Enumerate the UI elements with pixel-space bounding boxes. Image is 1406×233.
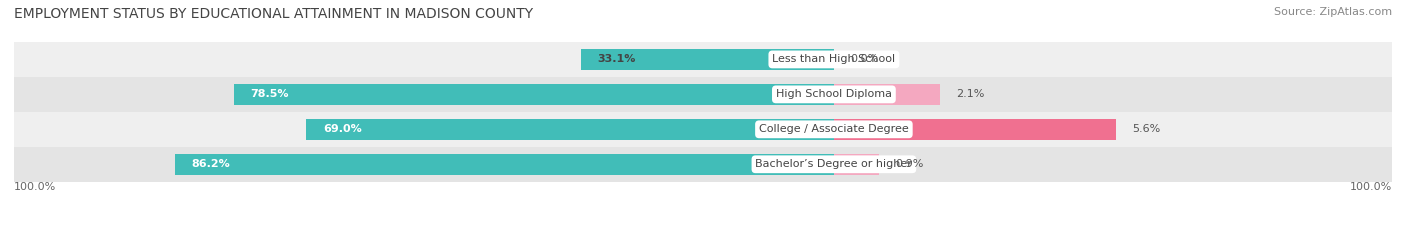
Text: 100.0%: 100.0%: [1350, 182, 1392, 192]
Bar: [307, 119, 834, 140]
Text: Source: ZipAtlas.com: Source: ZipAtlas.com: [1274, 7, 1392, 17]
Text: 2.1%: 2.1%: [956, 89, 984, 99]
Text: 5.6%: 5.6%: [1132, 124, 1160, 134]
Bar: [834, 84, 939, 105]
Text: 69.0%: 69.0%: [323, 124, 361, 134]
Bar: [174, 154, 834, 175]
Bar: [14, 147, 1392, 182]
Text: 100.0%: 100.0%: [14, 182, 56, 192]
Bar: [834, 154, 879, 175]
Text: EMPLOYMENT STATUS BY EDUCATIONAL ATTAINMENT IN MADISON COUNTY: EMPLOYMENT STATUS BY EDUCATIONAL ATTAINM…: [14, 7, 533, 21]
Text: 78.5%: 78.5%: [250, 89, 288, 99]
Bar: [14, 112, 1392, 147]
Text: Bachelor’s Degree or higher: Bachelor’s Degree or higher: [755, 159, 912, 169]
Text: Less than High School: Less than High School: [772, 55, 896, 64]
Text: 0.9%: 0.9%: [896, 159, 924, 169]
Bar: [14, 77, 1392, 112]
Bar: [233, 84, 834, 105]
Bar: [581, 49, 834, 70]
Bar: [14, 42, 1392, 77]
Text: High School Diploma: High School Diploma: [776, 89, 891, 99]
Bar: [834, 119, 1115, 140]
Text: 86.2%: 86.2%: [191, 159, 231, 169]
Text: 0.0%: 0.0%: [851, 55, 879, 64]
Text: College / Associate Degree: College / Associate Degree: [759, 124, 908, 134]
Text: 33.1%: 33.1%: [598, 55, 636, 64]
